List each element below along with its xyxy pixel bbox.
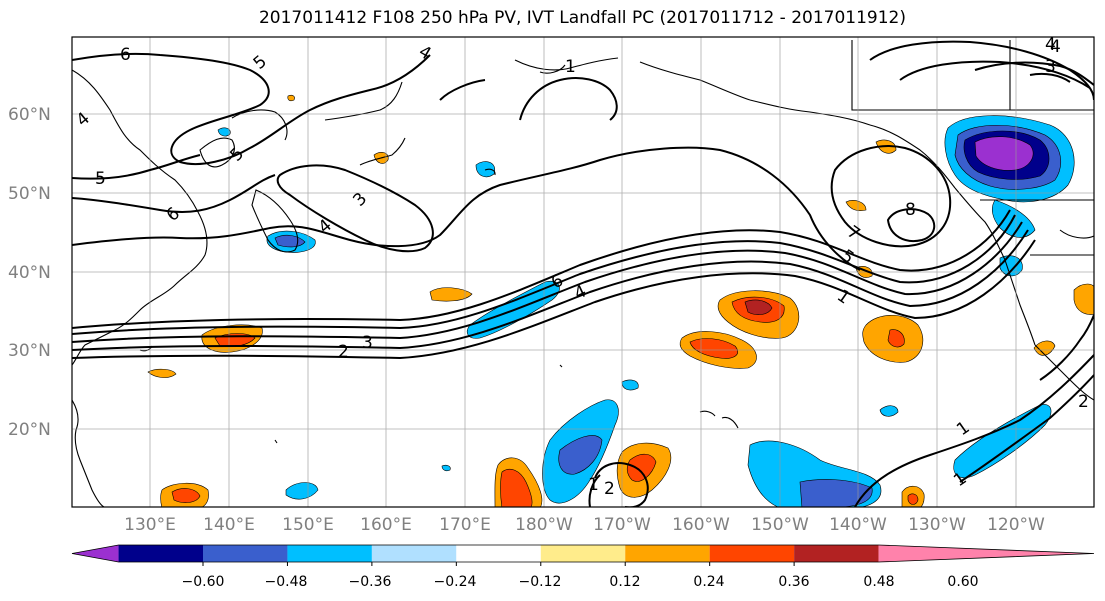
colorbar-box	[371, 545, 457, 562]
map-frame	[71, 36, 1095, 508]
colorbar-tick-label: −0.12	[519, 574, 562, 590]
map-content: 6 5 4 4 5 3 6 4 5 7 8 5 4 1 3 6 4 3 2 1 …	[72, 35, 1094, 507]
contour-label: 1	[565, 57, 576, 77]
contour-label: 3	[362, 333, 373, 353]
colorbar-box	[456, 545, 541, 562]
colorbar-tick-label: 0.36	[778, 574, 809, 590]
pv-contours	[72, 40, 1094, 507]
contour-label: 6	[120, 45, 131, 65]
colorbar-tick-label: −0.24	[434, 574, 477, 590]
colorbar	[71, 544, 1095, 566]
lon-label: 140°E	[203, 515, 255, 535]
contour-label: 5	[95, 169, 106, 189]
colorbar-tick-label: 0.60	[947, 574, 978, 590]
colorbar-extend-min	[72, 545, 119, 562]
lon-label: 150°W	[751, 515, 809, 535]
lat-label: 30°N	[8, 341, 51, 361]
contour-label: 8	[905, 200, 916, 220]
colorbar-box	[794, 545, 879, 562]
colorbar-box	[118, 545, 203, 562]
lon-label: 130°E	[124, 515, 176, 535]
contour-label: 4	[1050, 37, 1061, 57]
lat-label: 60°N	[8, 105, 51, 125]
lon-label: 170°E	[439, 515, 491, 535]
colorbar-tick-label: −0.48	[265, 574, 308, 590]
colorbar-outline	[71, 544, 1095, 563]
colorbar-extend-max	[878, 545, 1094, 562]
lon-label: 170°W	[593, 515, 651, 535]
contour-label: 3	[1045, 57, 1056, 77]
colorbar-tick-label: 0.48	[863, 574, 894, 590]
colorbar-tick-label: −0.36	[349, 574, 392, 590]
colorbar-ticks: −0.60 −0.48 −0.36 −0.24 −0.12 0.12 0.24 …	[182, 574, 979, 590]
coastlines	[72, 40, 1094, 507]
lon-label: 160°E	[360, 515, 412, 535]
colorbar-box	[709, 545, 795, 562]
contour-label: 2	[1078, 392, 1089, 412]
lon-label: 140°W	[829, 515, 887, 535]
latitude-labels: 60°N 50°N 40°N 30°N 20°N	[8, 105, 51, 440]
colorbar-box	[287, 545, 372, 562]
lon-label: 130°W	[908, 515, 966, 535]
colorbar-box	[625, 545, 710, 562]
colorbar-box	[203, 545, 288, 562]
contour-label: 1	[588, 475, 599, 495]
longitude-labels: 130°E 140°E 150°E 160°E 170°E 180°W 170°…	[124, 515, 1045, 535]
lon-label: 120°W	[987, 515, 1045, 535]
colorbar-tick-label: 0.24	[693, 574, 724, 590]
lon-label: 150°E	[282, 515, 334, 535]
shaded-anomalies	[147, 94, 1094, 507]
contour-label: 4	[1045, 35, 1056, 55]
gridlines	[72, 37, 1094, 507]
lon-label: 180°W	[515, 515, 573, 535]
colorbar-tick-label: −0.60	[182, 574, 225, 590]
lat-label: 50°N	[8, 184, 51, 204]
lon-label: 160°W	[672, 515, 730, 535]
lat-label: 20°N	[8, 420, 51, 440]
colorbar-box	[540, 545, 626, 562]
map-title: 2017011412 F108 250 hPa PV, IVT Landfall…	[258, 8, 906, 28]
contour-label: 2	[604, 479, 615, 499]
lat-label: 40°N	[8, 263, 51, 283]
colorbar-tick-label: 0.12	[609, 574, 640, 590]
contour-label: 2	[338, 342, 349, 362]
